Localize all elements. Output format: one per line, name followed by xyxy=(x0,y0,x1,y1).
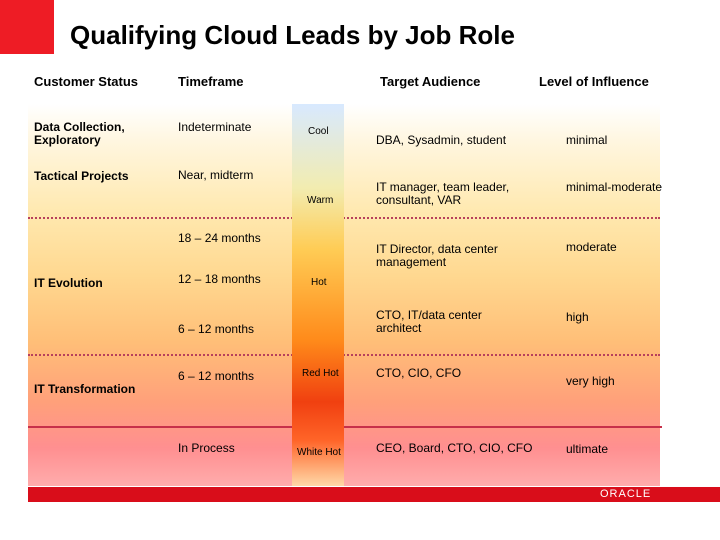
header-timeframe: Timeframe xyxy=(178,74,244,89)
header-influence: Level of Influence xyxy=(539,74,649,89)
influence-4: high xyxy=(566,310,589,324)
slide-title: Qualifying Cloud Leads by Job Role xyxy=(70,20,515,50)
timeframe-5: 6 – 12 months xyxy=(178,322,255,336)
header-customer-status: Customer Status xyxy=(34,74,139,89)
temperature-hot: Hot xyxy=(311,277,327,288)
audience-4: CTO, IT/data center architect xyxy=(376,308,482,335)
audience-6: CEO, Board, CTO, CIO, CFO xyxy=(376,441,533,455)
status-it-evolution: IT Evolution xyxy=(34,276,103,290)
timeframe-3: 18 – 24 months xyxy=(178,231,261,245)
influence-6: ultimate xyxy=(566,442,609,456)
status-it-transformation: IT Transformation xyxy=(34,382,136,396)
temperature-warm: Warm xyxy=(307,195,334,206)
temperature-bar xyxy=(292,104,344,486)
influence-1: minimal xyxy=(566,133,608,147)
audience-2: IT manager, team leader, consultant, VAR xyxy=(376,180,510,207)
temperature-white-hot: White Hot xyxy=(297,447,341,458)
timeframe-6: 6 – 12 months xyxy=(178,369,255,383)
audience-1: DBA, Sysadmin, student xyxy=(376,133,507,147)
oracle-logo: ORACLE xyxy=(600,488,652,500)
status-data-collection: Data Collection, Exploratory xyxy=(34,120,125,147)
timeframe-1: Indeterminate xyxy=(178,120,252,134)
temperature-red-hot: Red Hot xyxy=(302,368,339,379)
influence-5: very high xyxy=(566,374,615,388)
timeframe-4: 12 – 18 months xyxy=(178,272,261,286)
brand-square xyxy=(0,0,54,54)
status-tactical: Tactical Projects xyxy=(34,169,129,183)
stage-divider-1 xyxy=(28,217,660,219)
audience-5: CTO, CIO, CFO xyxy=(376,366,462,380)
header-target-audience: Target Audience xyxy=(380,74,481,89)
influence-3: moderate xyxy=(566,240,617,254)
influence-2: minimal-moderate xyxy=(566,180,663,194)
stage-divider-2 xyxy=(28,354,660,356)
timeframe-7: In Process xyxy=(178,441,235,455)
audience-3: IT Director, data center management xyxy=(376,242,498,269)
temperature-cool: Cool xyxy=(308,126,329,137)
gradient-band xyxy=(28,104,660,486)
stage-divider-3 xyxy=(28,426,662,428)
timeframe-2: Near, midterm xyxy=(178,168,254,182)
footer-bar xyxy=(28,487,720,502)
